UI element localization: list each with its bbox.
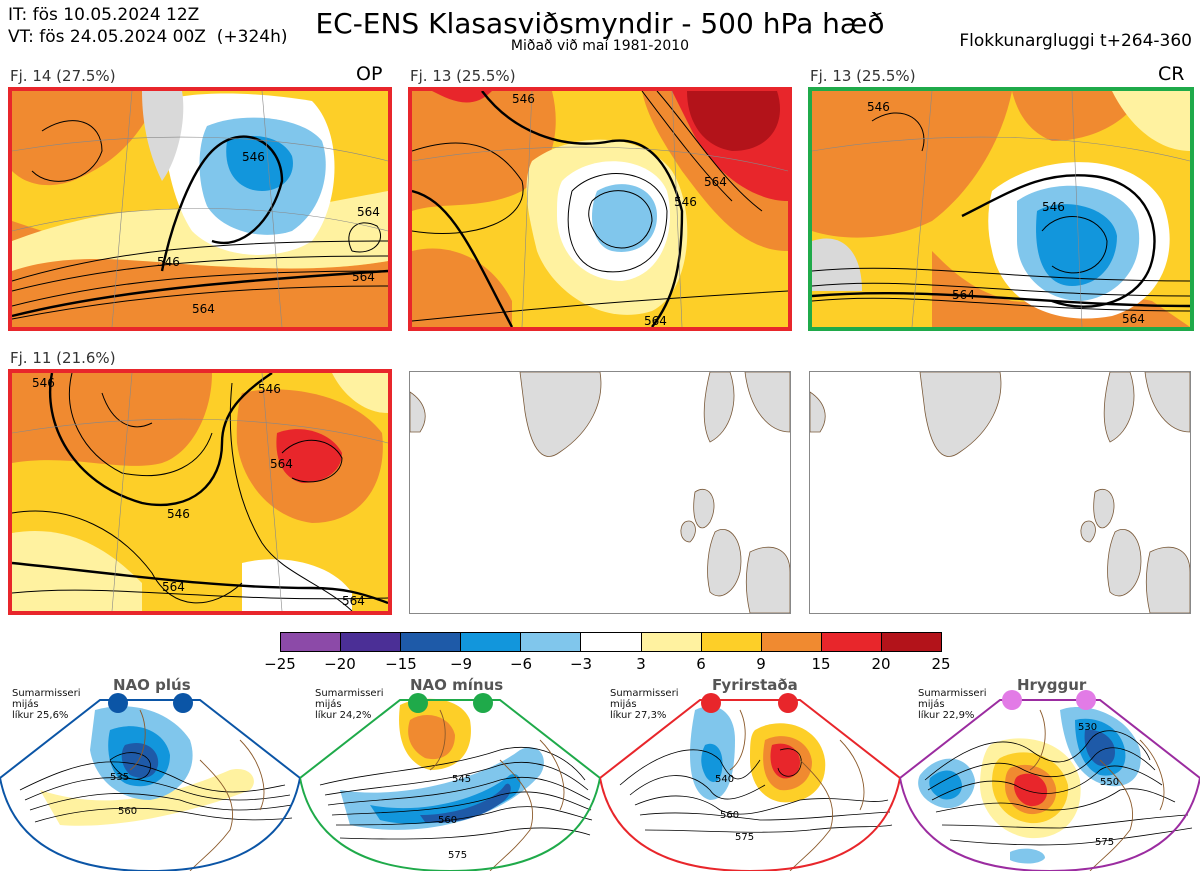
initial-time: IT: fös 10.05.2024 12Z	[8, 5, 200, 25]
contour-label: 575	[735, 832, 754, 843]
contour-label: 546	[1042, 200, 1065, 214]
contour-label: 546	[258, 382, 281, 396]
colorbar-bin	[881, 633, 942, 651]
empty-map-1	[409, 371, 791, 614]
valid-time: VT: fös 24.05.2024 00Z (+324h)	[8, 27, 288, 47]
contour-label: 564	[352, 270, 375, 284]
colorbar-tick: 3	[636, 655, 646, 673]
empty-map-2	[809, 371, 1191, 614]
panel-1-tag: OP	[356, 63, 383, 85]
panel-3-label: Fj. 13 (25.5%)	[810, 67, 916, 85]
regime-map-ridge: 530 550 575	[900, 690, 1200, 871]
cluster-map-1: 546 546 564 564 564	[8, 87, 392, 331]
colorbar-tick: −3	[569, 655, 593, 673]
contour-label: 546	[32, 376, 55, 390]
contour-label: 540	[715, 774, 734, 785]
cluster-map-2: 546 564 546 564	[408, 87, 792, 331]
colorbar-bin	[821, 633, 882, 651]
cluster-map-4: 546 546 546 564 564 564	[8, 369, 392, 615]
colorbar-bin	[521, 633, 582, 651]
regime-1-info: Sumarmisseri mijás líkur 25,6%	[12, 688, 81, 721]
colorbar-tick: 20	[871, 655, 891, 673]
regime-1-title: NAO plús	[113, 676, 191, 694]
contour-label: 560	[118, 806, 137, 817]
regime-map-blocking: 540 560 575	[600, 693, 900, 871]
colorbar-bin	[641, 633, 702, 651]
forecast-times: IT: fös 10.05.2024 12Z VT: fös 24.05.2024…	[8, 4, 287, 48]
regime-4-title: Hryggur	[1017, 676, 1087, 694]
contour-label: 535	[110, 772, 129, 783]
contour-label: 560	[720, 810, 739, 821]
colorbar	[280, 632, 942, 652]
contour-label: 564	[192, 302, 215, 316]
colorbar-bin	[341, 633, 402, 651]
cluster-map-3: 546 546 564 564	[808, 87, 1194, 331]
panel-2-label: Fj. 13 (25.5%)	[410, 67, 516, 85]
colorbar-tick: −15	[385, 655, 417, 673]
contour-label: 546	[157, 255, 180, 269]
contour-label: 530	[1078, 722, 1097, 733]
contour-label: 564	[270, 457, 293, 471]
regime-map-nao-minus: 545 560 575	[300, 693, 600, 871]
colorbar-bin	[761, 633, 822, 651]
contour-label: 550	[1100, 777, 1119, 788]
contour-label: 546	[167, 507, 190, 521]
contour-label: 564	[704, 175, 727, 189]
colorbar-tick: 25	[931, 655, 951, 673]
page-subtitle: Miðað við maí 1981-2010	[510, 38, 690, 54]
classification-window: Flokkunargluggi t+264-360	[959, 31, 1192, 51]
contour-label: 546	[867, 100, 890, 114]
contour-label: 564	[342, 594, 365, 608]
contour-label: 546	[674, 195, 697, 209]
panel-1-label: Fj. 14 (27.5%)	[10, 67, 116, 85]
contour-label: 545	[452, 774, 471, 785]
contour-label: 564	[644, 314, 667, 327]
regime-4-info: Sumarmisseri mijás líkur 22,9%	[918, 688, 987, 721]
contour-label: 546	[242, 150, 265, 164]
colorbar-bin	[581, 633, 642, 651]
regime-2-title: NAO mínus	[410, 676, 504, 694]
contour-label: 564	[952, 288, 975, 302]
colorbar-tick: −6	[509, 655, 533, 673]
colorbar-bin	[281, 633, 342, 651]
regime-3-info: Sumarmisseri mijás líkur 27,3%	[610, 688, 679, 721]
contour-label: 564	[357, 205, 380, 219]
contour-label: 564	[162, 580, 185, 594]
contour-label: 546	[512, 92, 535, 106]
colorbar-tick: −25	[264, 655, 296, 673]
regime-2-info: Sumarmisseri mijás líkur 24,2%	[315, 688, 384, 721]
colorbar-tick: 6	[696, 655, 706, 673]
panel-3-tag: CR	[1158, 63, 1185, 85]
regime-map-nao-plus: 535 560	[0, 693, 300, 871]
page-title: EC-ENS Klasasviðsmyndir - 500 hPa hæð	[315, 7, 885, 40]
colorbar-tick: −9	[449, 655, 473, 673]
contour-label: 575	[448, 850, 467, 861]
colorbar-bin	[461, 633, 522, 651]
colorbar-tick: −20	[324, 655, 356, 673]
colorbar-tick: 9	[756, 655, 766, 673]
panel-4-label: Fj. 11 (21.6%)	[10, 349, 116, 367]
contour-label: 560	[438, 815, 457, 826]
colorbar-bin	[701, 633, 762, 651]
regime-3-title: Fyrirstaða	[712, 676, 798, 694]
contour-label: 575	[1095, 837, 1114, 848]
contour-label: 564	[1122, 312, 1145, 326]
colorbar-tick: 15	[811, 655, 831, 673]
colorbar-bin	[401, 633, 462, 651]
